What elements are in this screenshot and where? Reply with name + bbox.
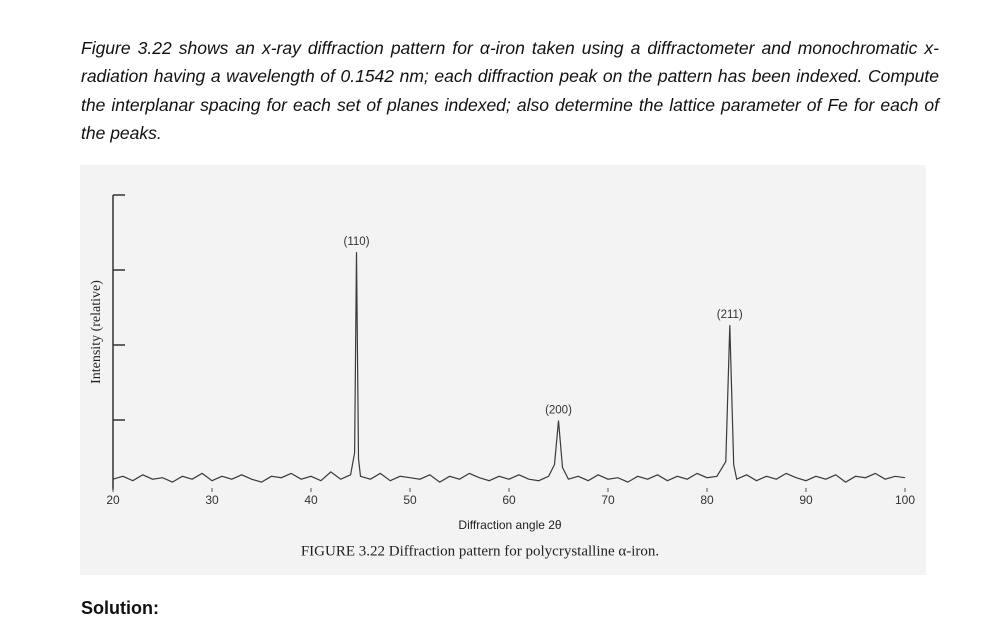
x-axis-label: Diffraction angle 2θ [458, 518, 562, 532]
problem-text: Figure 3.22 shows an x-ray diffraction p… [81, 38, 939, 143]
x-tick-label: 50 [403, 493, 417, 507]
spectrum-line [112, 252, 906, 483]
x-tick-label: 70 [601, 493, 615, 507]
x-tick-label: 100 [895, 493, 915, 507]
x-tick-label: 20 [106, 493, 120, 507]
x-tick-label: 40 [304, 493, 318, 507]
x-tick-label: 30 [205, 493, 219, 507]
figure-caption: FIGURE 3.22 Diffraction pattern for poly… [301, 543, 659, 559]
peak-label: (200) [545, 405, 572, 417]
peak-label: (110) [344, 236, 370, 248]
figure: Intensity (relative) Diffraction angle 2… [80, 165, 926, 575]
x-tick-label: 90 [799, 493, 813, 507]
peak-label: (211) [717, 309, 743, 321]
figure-background [80, 165, 926, 575]
y-axis-label: Intensity (relative) [89, 280, 104, 384]
solution-label: Solution: [81, 598, 159, 618]
x-tick-label: 60 [502, 493, 516, 507]
x-tick-label: 80 [700, 493, 714, 507]
